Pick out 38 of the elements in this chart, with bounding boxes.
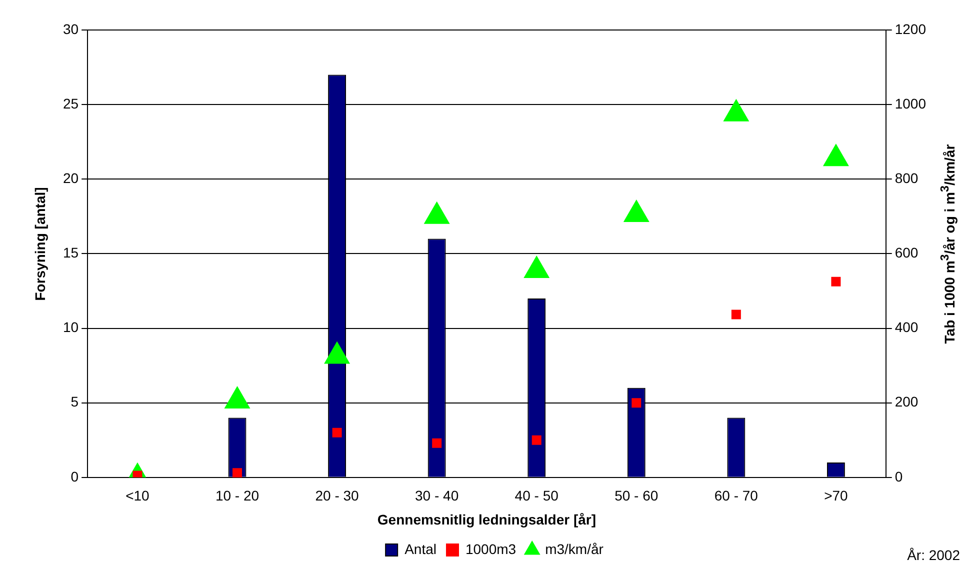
x-tick-label: 20 - 30 [315, 488, 360, 504]
y2-tick-label: 200 [894, 394, 918, 410]
point [524, 256, 550, 278]
x-axis-title: Gennemsnitlig ledningsalder [år] [377, 511, 596, 528]
point [624, 200, 650, 222]
point [232, 468, 242, 478]
y-tick-label: 30 [62, 20, 79, 37]
x-tick-label: 40 - 50 [514, 488, 559, 504]
y-tick-label: 15 [62, 244, 79, 261]
y2-tick-label: 0 [894, 468, 903, 484]
x-tick-label: <10 [126, 488, 150, 504]
point [823, 144, 849, 166]
y2-tick-label: 1200 [894, 20, 926, 37]
y2-tick-label: 600 [894, 244, 918, 261]
point [424, 202, 450, 224]
y2-tick-label: 800 [894, 170, 918, 186]
point [632, 398, 642, 408]
y2-tick-label: 400 [894, 319, 918, 336]
x-tick-label: >70 [824, 488, 848, 504]
text: År: 2002 [907, 547, 960, 563]
point [332, 428, 342, 438]
y-tick-label: 20 [62, 170, 79, 186]
y-tick-label: 25 [62, 95, 79, 112]
x-tick-label: 50 - 60 [614, 488, 658, 504]
y-tick-label: 5 [70, 394, 79, 410]
legend-label: m3/km/år [545, 540, 604, 557]
point [532, 435, 542, 445]
x-tick-label: 10 - 20 [215, 488, 260, 504]
legend-label: Antal [404, 540, 436, 557]
y2-tick-label: 1000 [894, 95, 926, 112]
point [724, 99, 749, 122]
y-tick-label: 10 [62, 319, 79, 336]
x-tick-label: 30 - 40 [415, 488, 459, 504]
point [432, 438, 442, 448]
y-axis-title: Forsyning [antal] [32, 187, 48, 301]
legend-label: 1000m3 [465, 540, 516, 557]
x-tick-label: 60 - 70 [714, 488, 758, 504]
y-tick-label: 0 [70, 468, 79, 484]
